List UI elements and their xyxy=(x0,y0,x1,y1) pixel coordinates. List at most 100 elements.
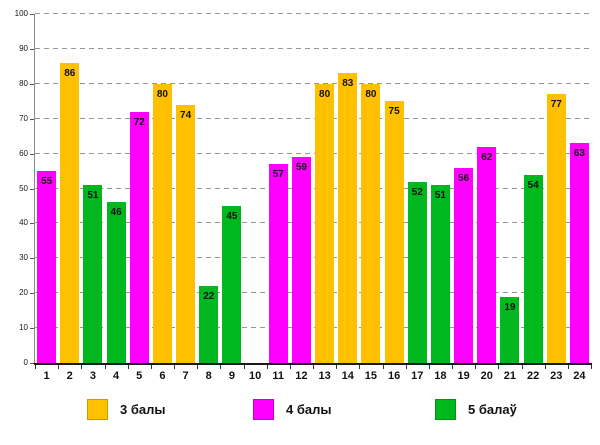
x-axis-label: 9 xyxy=(228,370,235,382)
bar: 57 xyxy=(268,164,288,363)
x-axis-tick xyxy=(429,365,430,369)
legend: 3 балы 4 балы 5 балаў xyxy=(0,399,600,431)
x-axis-label: 13 xyxy=(318,370,331,382)
gridline-10 xyxy=(35,327,591,329)
x-axis-tick xyxy=(568,365,569,369)
x-axis-tick xyxy=(244,365,245,369)
y-axis-label: 100 xyxy=(14,9,28,18)
y-axis-tick xyxy=(30,118,34,120)
x-axis-tick xyxy=(498,365,499,369)
x-axis-tick xyxy=(545,365,546,369)
gridline-70 xyxy=(35,117,591,119)
y-axis-tick xyxy=(30,293,34,295)
bar: 83 xyxy=(338,73,358,363)
x-axis-label: 16 xyxy=(387,370,401,382)
bar: 19 xyxy=(500,296,520,363)
x-axis-tick xyxy=(313,365,314,369)
legend-label: 4 балы xyxy=(286,402,332,417)
x-axis-label: 1 xyxy=(43,370,50,382)
y-axis-tick xyxy=(30,363,34,364)
bar-value-label: 51 xyxy=(87,190,99,202)
bar: 62 xyxy=(477,146,497,363)
bar-value-label: 63 xyxy=(573,148,585,160)
bar-value-label: 52 xyxy=(411,186,423,198)
x-axis-label: 8 xyxy=(205,370,212,382)
x-axis-label: 3 xyxy=(89,370,96,382)
bar-value-label: 46 xyxy=(110,207,122,219)
legend-label: 3 балы xyxy=(120,402,166,417)
gridline-20 xyxy=(35,292,591,294)
bar: 51 xyxy=(83,185,103,363)
legend-swatch xyxy=(435,399,456,420)
bar-value-label: 57 xyxy=(272,169,284,181)
gridline-40 xyxy=(35,222,591,224)
x-axis-tick xyxy=(174,365,175,369)
x-axis-label: 15 xyxy=(364,370,378,382)
bar-value-label: 22 xyxy=(203,291,215,303)
bar-value-label: 56 xyxy=(458,172,470,184)
y-axis xyxy=(34,14,35,364)
gridline-80 xyxy=(35,82,591,84)
y-axis-label: 50 xyxy=(19,183,28,193)
plot-area: 55 86 51 46 72 80 74 22 45 57 59 80 83 80 75 52 51 56 62 19… xyxy=(35,13,591,363)
y-axis-tick xyxy=(30,258,34,260)
x-axis-label: 10 xyxy=(248,370,262,382)
bar-value-label: 74 xyxy=(180,109,192,121)
bar: 45 xyxy=(222,205,242,363)
bar-value-label: 51 xyxy=(434,190,446,202)
y-axis-label: 40 xyxy=(19,218,28,228)
bar-value-label: 19 xyxy=(504,301,516,313)
bar-value-label: 80 xyxy=(156,88,168,100)
legend-label: 5 балаў xyxy=(468,402,517,417)
y-axis-label: 90 xyxy=(19,43,28,53)
gridline-50 xyxy=(35,187,591,189)
y-axis-label: 0 xyxy=(23,358,28,367)
x-axis-tick xyxy=(81,365,82,369)
y-axis-tick xyxy=(30,223,34,225)
bar-value-label: 80 xyxy=(365,88,377,100)
x-axis-label: 17 xyxy=(411,370,424,382)
bar: 52 xyxy=(407,181,427,363)
legend-swatch xyxy=(253,399,274,420)
x-axis-label: 2 xyxy=(66,370,73,382)
bar: 75 xyxy=(384,101,404,363)
gridline-100 xyxy=(35,13,591,14)
bar-value-label: 86 xyxy=(64,67,76,79)
x-axis-tick xyxy=(35,365,36,369)
x-axis-tick xyxy=(267,365,268,369)
bar-value-label: 59 xyxy=(295,162,307,174)
y-axis-label: 30 xyxy=(19,253,28,263)
gridline-90 xyxy=(35,47,591,49)
x-axis-label: 19 xyxy=(457,370,470,382)
x-axis-tick xyxy=(383,365,384,369)
x-axis-tick xyxy=(475,365,476,369)
x-axis-tick xyxy=(128,365,129,369)
x-axis-label: 21 xyxy=(503,370,517,382)
bar-value-label: 45 xyxy=(226,210,238,222)
x-axis-label: 7 xyxy=(182,370,189,382)
bar-value-label: 83 xyxy=(342,78,354,90)
y-axis-label: 70 xyxy=(19,113,28,123)
x-axis-label: 4 xyxy=(113,370,120,382)
bar: 74 xyxy=(176,104,196,363)
y-axis-tick xyxy=(30,14,34,15)
bar-value-label: 72 xyxy=(133,116,145,128)
bar-value-label: 62 xyxy=(481,151,493,163)
y-axis-label: 10 xyxy=(19,323,28,333)
x-axis-label: 6 xyxy=(159,370,166,382)
x-axis-tick xyxy=(220,365,221,369)
x-axis-tick xyxy=(522,365,523,369)
x-axis-label: 20 xyxy=(480,370,493,382)
legend-item: 4 балы xyxy=(253,399,331,420)
bar: 77 xyxy=(546,94,566,363)
bar: 80 xyxy=(361,83,381,363)
bar: 51 xyxy=(430,185,450,363)
bar: 46 xyxy=(106,202,126,363)
x-axis-label: 11 xyxy=(272,370,285,382)
gridline-30 xyxy=(35,257,591,259)
x-axis-label: 5 xyxy=(136,370,143,382)
x-axis-tick xyxy=(290,365,291,369)
y-axis-label: 80 xyxy=(19,78,28,88)
y-axis-tick xyxy=(30,328,34,330)
bar: 86 xyxy=(60,62,80,363)
